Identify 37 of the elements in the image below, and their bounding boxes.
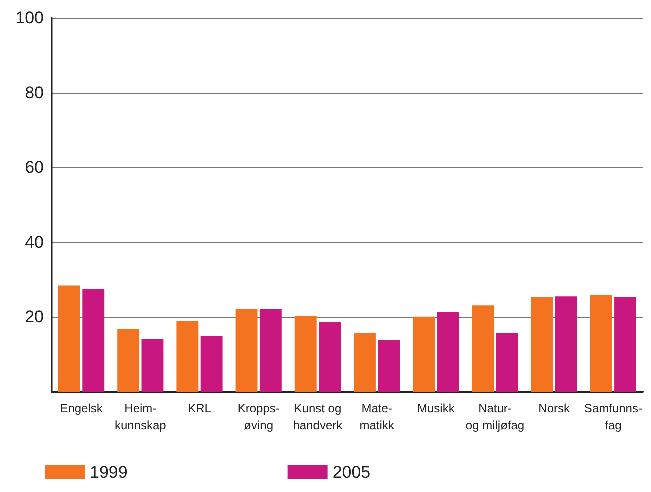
x-tick-label: Engelsk [60, 402, 104, 416]
bar [294, 316, 317, 392]
bar [58, 286, 80, 392]
bar [531, 297, 554, 392]
x-tick-label: Kunst og handverk [293, 402, 344, 432]
bar [260, 309, 282, 392]
bar [176, 321, 199, 392]
x-tick-label: Mate- matikk [360, 402, 396, 432]
bar [378, 340, 400, 392]
bar [200, 336, 223, 392]
x-tick-label: Samfunns- fag [584, 402, 642, 432]
y-tick-label: 100 [16, 8, 44, 28]
bar [118, 330, 140, 392]
x-tick-label: KRL [188, 402, 212, 416]
bar [496, 333, 518, 392]
bar [142, 339, 164, 392]
y-tick-label: 20 [25, 308, 44, 327]
bar [472, 306, 494, 392]
bar [319, 322, 341, 392]
bar [413, 316, 436, 392]
legend-label: 2005 [332, 463, 371, 482]
bar [555, 296, 578, 392]
bar [590, 296, 612, 392]
y-tick-label: 60 [25, 158, 44, 178]
x-tick-label: Kropps- øving [238, 402, 280, 432]
bar [437, 312, 460, 392]
bar [614, 297, 636, 392]
bar [354, 333, 376, 392]
x-tick-label: Heim- kunnskap [114, 402, 167, 432]
y-tick-label: 40 [25, 232, 44, 252]
x-tick-label: Natur- og miljøfag [466, 402, 525, 432]
y-tick-label: 80 [25, 83, 44, 102]
bar [236, 309, 258, 392]
legend-label: 1999 [90, 463, 128, 482]
bar [82, 290, 105, 392]
x-tick-label: Norsk [538, 402, 572, 416]
x-tick-label: Musikk [417, 402, 456, 416]
